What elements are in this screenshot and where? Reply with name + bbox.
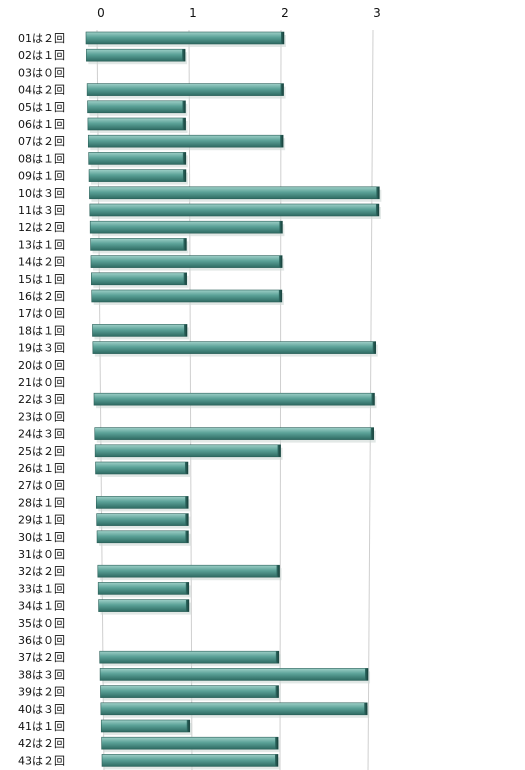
category-label: 39は２回 bbox=[18, 686, 65, 699]
bar bbox=[99, 650, 281, 667]
category-label: 41は１回 bbox=[18, 720, 65, 733]
x-tick-label: 1 bbox=[189, 6, 197, 20]
category-label: 31は０回 bbox=[18, 548, 65, 561]
category-label: 21は０回 bbox=[18, 376, 65, 389]
bar bbox=[89, 220, 285, 237]
category-label: 19は３回 bbox=[18, 342, 65, 355]
bar bbox=[89, 203, 381, 219]
category-label: 20は０回 bbox=[18, 359, 65, 372]
category-label: 09は１回 bbox=[18, 170, 65, 183]
bar bbox=[89, 186, 382, 202]
category-label: 43は２回 bbox=[18, 754, 65, 767]
bar bbox=[95, 461, 190, 477]
category-label: 10は３回 bbox=[18, 187, 65, 200]
category-labels: 01は２回 02は１回 03は０回 04は２回 05は１回 06は１回 07は２回 08は１回… bbox=[18, 32, 65, 767]
bar bbox=[86, 83, 286, 99]
x-tick-label: 3 bbox=[373, 6, 381, 20]
category-label: 06は１回 bbox=[18, 118, 65, 131]
bar bbox=[93, 392, 377, 409]
category-label: 23は０回 bbox=[18, 410, 65, 423]
category-label: 28は１回 bbox=[18, 496, 65, 509]
category-label: 42は２回 bbox=[18, 737, 65, 750]
bar bbox=[88, 169, 188, 185]
category-label: 11は３回 bbox=[18, 204, 65, 217]
bar bbox=[87, 100, 188, 116]
category-label: 15は１回 bbox=[18, 273, 65, 286]
bar bbox=[100, 702, 370, 718]
category-label: 07は２回 bbox=[18, 135, 65, 148]
bar bbox=[97, 582, 191, 598]
bar bbox=[100, 719, 192, 735]
bars bbox=[85, 31, 382, 770]
category-label: 03は０回 bbox=[18, 66, 65, 79]
bar bbox=[101, 736, 281, 753]
bar bbox=[94, 427, 376, 443]
bar bbox=[85, 31, 286, 47]
x-tick-label: 0 bbox=[97, 6, 105, 20]
category-label: 25は２回 bbox=[18, 445, 65, 458]
category-label: 18は１回 bbox=[18, 324, 65, 337]
category-label: 30は１回 bbox=[18, 531, 65, 544]
bar bbox=[90, 255, 285, 271]
category-label: 29は１回 bbox=[18, 514, 65, 527]
category-label: 17は０回 bbox=[18, 307, 65, 320]
category-label: 13は１回 bbox=[18, 238, 65, 251]
category-label: 02は１回 bbox=[18, 49, 65, 62]
x-axis-ticks: 0 1 2 3 bbox=[97, 6, 381, 20]
category-label: 32は２回 bbox=[18, 565, 65, 578]
bar bbox=[98, 599, 191, 615]
bar bbox=[92, 324, 190, 340]
category-label: 34は１回 bbox=[18, 600, 65, 613]
bar bbox=[88, 152, 188, 168]
category-label: 12は２回 bbox=[18, 221, 65, 234]
category-label: 16は２回 bbox=[18, 290, 65, 303]
category-label: 36は０回 bbox=[18, 634, 65, 647]
bar bbox=[96, 513, 191, 529]
bar bbox=[91, 272, 189, 288]
category-label: 38は３回 bbox=[18, 668, 65, 681]
bar bbox=[101, 754, 280, 770]
category-label: 27は０回 bbox=[18, 479, 65, 492]
bar bbox=[87, 134, 286, 151]
category-label: 08は１回 bbox=[18, 152, 65, 165]
bar bbox=[97, 564, 282, 581]
category-label: 37は２回 bbox=[18, 651, 65, 664]
bar bbox=[100, 685, 281, 701]
bar bbox=[87, 117, 188, 133]
bar bbox=[90, 238, 189, 254]
bar bbox=[86, 48, 188, 65]
category-label: 24は３回 bbox=[18, 428, 65, 441]
category-label: 04は２回 bbox=[18, 84, 65, 97]
bar bbox=[99, 668, 371, 684]
bar bbox=[95, 496, 191, 512]
bar bbox=[91, 289, 284, 305]
category-label: 33は１回 bbox=[18, 582, 65, 595]
category-label: 05は１回 bbox=[18, 101, 65, 114]
category-label: 14は２回 bbox=[18, 256, 65, 269]
category-label: 40は３回 bbox=[18, 703, 65, 716]
bar bbox=[96, 530, 191, 546]
bar bbox=[94, 444, 283, 460]
category-label: 22は３回 bbox=[18, 393, 65, 406]
category-label: 35は０回 bbox=[18, 617, 65, 630]
bar bbox=[92, 341, 378, 357]
category-label: 01は２回 bbox=[18, 32, 65, 45]
x-tick-label: 2 bbox=[281, 6, 289, 20]
category-label: 26は１回 bbox=[18, 462, 65, 475]
